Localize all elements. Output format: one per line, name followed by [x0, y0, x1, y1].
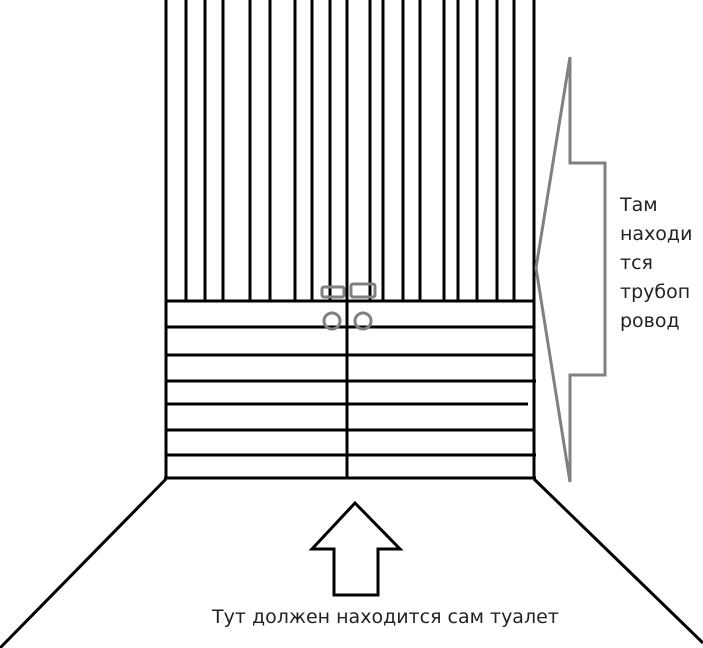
toilet-note: Тут должен находится сам туалет [212, 606, 559, 628]
pipeline-note-line: находи [620, 223, 693, 245]
pipeline-note-line: ровод [620, 310, 680, 332]
knob-left-icon [322, 311, 342, 331]
handle-right-icon [349, 282, 377, 299]
pipeline-note-line: Там [620, 194, 658, 216]
pipeline-note: Там находи тся трубоп ровод [620, 191, 700, 336]
arrow-left-icon [534, 56, 607, 483]
door-handles [320, 282, 377, 331]
arrow-up-icon [308, 500, 404, 597]
floor-lines [0, 477, 703, 648]
pipeline-note-line: тся [620, 252, 653, 274]
handle-left-icon [320, 285, 346, 299]
pipeline-note-line: трубоп [620, 281, 691, 303]
knob-right-icon [353, 311, 373, 331]
cabinet [164, 299, 536, 480]
floor-left-edge [0, 477, 168, 648]
pipe-wall [164, 0, 536, 479]
floor-right-edge [532, 477, 703, 645]
